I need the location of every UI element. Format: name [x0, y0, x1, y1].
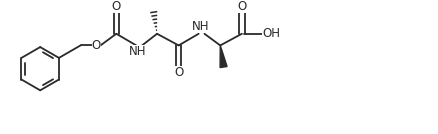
Text: NH: NH — [191, 20, 209, 33]
Text: O: O — [237, 0, 247, 13]
Polygon shape — [220, 45, 227, 68]
Text: NH: NH — [129, 45, 147, 58]
Text: OH: OH — [262, 27, 280, 40]
Text: O: O — [92, 39, 101, 52]
Text: O: O — [112, 0, 121, 13]
Text: O: O — [174, 66, 184, 79]
